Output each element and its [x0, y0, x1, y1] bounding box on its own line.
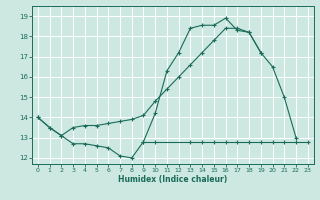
X-axis label: Humidex (Indice chaleur): Humidex (Indice chaleur) [118, 175, 228, 184]
